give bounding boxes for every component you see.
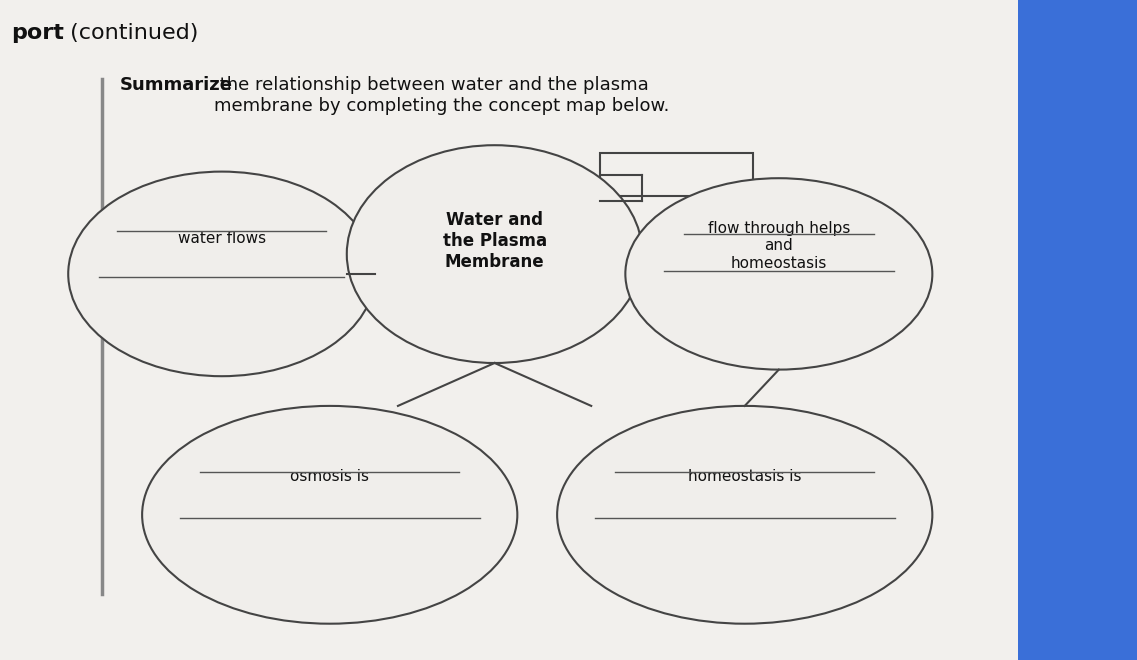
Ellipse shape [625,178,932,370]
Text: osmosis is: osmosis is [290,469,370,484]
Text: Summarize: Summarize [119,76,232,94]
Text: (continued): (continued) [63,23,198,43]
Text: water flows: water flows [177,231,266,246]
FancyBboxPatch shape [599,154,753,197]
FancyBboxPatch shape [1018,0,1137,660]
Text: port: port [11,23,65,43]
Ellipse shape [347,145,642,363]
Ellipse shape [557,406,932,624]
Ellipse shape [142,406,517,624]
Text: the relationship between water and the plasma
membrane by completing the concept: the relationship between water and the p… [214,76,670,115]
Text: homeostasis is: homeostasis is [688,469,802,484]
Ellipse shape [68,172,375,376]
Text: Water and
the Plasma
Membrane: Water and the Plasma Membrane [442,211,547,271]
Text: flow through helps
and
homeostasis: flow through helps and homeostasis [707,221,850,271]
FancyBboxPatch shape [0,0,1018,660]
